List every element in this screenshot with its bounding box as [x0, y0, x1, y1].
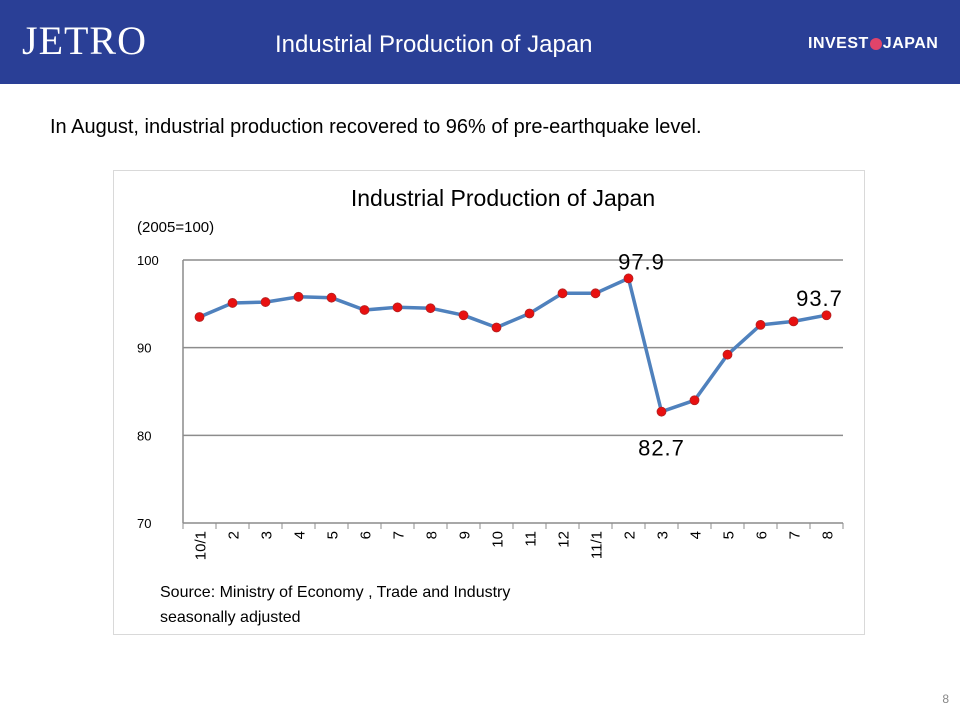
- x-tick-label: 9: [457, 531, 474, 539]
- x-tick-label: 10/1: [193, 531, 210, 560]
- header-bar: JETRO Industrial Production of Japan INV…: [0, 0, 960, 84]
- x-tick-label: 3: [259, 531, 276, 539]
- series-line: [198, 276, 827, 414]
- slide-subtitle: In August, industrial production recover…: [50, 116, 702, 138]
- data-label: 82.7: [638, 436, 685, 461]
- data-point: [656, 406, 667, 417]
- data-point: [425, 303, 436, 314]
- y-tick-label: 70: [137, 516, 151, 531]
- y-tick-label: 90: [137, 341, 151, 356]
- data-point: [293, 291, 304, 302]
- data-point: [788, 316, 799, 327]
- invest-japan-logo: INVEST JAPAN: [808, 34, 938, 54]
- chart-title: Industrial Production of Japan: [351, 185, 655, 211]
- x-tick-label: 2: [622, 531, 639, 539]
- unit-label: (2005=100): [137, 219, 214, 236]
- data-point: [260, 297, 271, 307]
- cherry-blossom-icon: [869, 37, 882, 50]
- x-tick-label: 8: [424, 531, 441, 539]
- adjustment-note: seasonally adjusted: [160, 609, 301, 626]
- data-point: [689, 395, 700, 406]
- page-title: Industrial Production of Japan: [275, 31, 593, 58]
- invest-logo-text: INVEST: [808, 35, 869, 52]
- data-point: [491, 322, 502, 333]
- y-tick-label: 80: [137, 428, 151, 443]
- data-point: [623, 273, 634, 284]
- chart-frame: [113, 170, 865, 635]
- x-tick-label: 4: [688, 531, 705, 539]
- x-tick-label: 5: [325, 531, 342, 539]
- data-point: [194, 312, 205, 322]
- source-note: Source: Ministry of Economy , Trade and …: [160, 584, 510, 601]
- x-tick-label: 11: [523, 531, 540, 547]
- data-point: [326, 292, 337, 303]
- x-tick-label: 7: [391, 531, 408, 539]
- data-point: [755, 319, 766, 330]
- data-point: [524, 308, 535, 319]
- x-tick-label: 5: [721, 531, 738, 539]
- x-tick-label: 6: [358, 531, 375, 539]
- page-number: 8: [942, 692, 949, 706]
- data-point: [392, 302, 403, 313]
- data-point: [359, 305, 370, 315]
- data-point: [590, 288, 601, 299]
- jetro-logo: JETRO: [22, 18, 147, 63]
- data-point: [557, 288, 568, 299]
- x-tick-label: 7: [787, 531, 804, 539]
- x-tick-label: 2: [226, 531, 243, 539]
- x-tick-label: 4: [292, 531, 309, 539]
- y-tick-label: 100: [137, 253, 159, 268]
- data-point: [821, 310, 832, 321]
- data-point: [458, 310, 469, 321]
- x-tick-label: 10: [490, 531, 507, 548]
- x-tick-label: 3: [655, 531, 672, 539]
- x-tick-label: 12: [556, 531, 573, 548]
- data-point: [722, 349, 733, 360]
- data-label: 97.9: [618, 249, 665, 274]
- x-tick-label: 6: [754, 531, 771, 539]
- x-tick-label: 8: [820, 531, 837, 539]
- japan-logo-text: JAPAN: [882, 35, 939, 52]
- x-tick-label: 11/1: [589, 531, 606, 559]
- data-point: [227, 298, 238, 308]
- data-label: 93.7: [796, 286, 843, 311]
